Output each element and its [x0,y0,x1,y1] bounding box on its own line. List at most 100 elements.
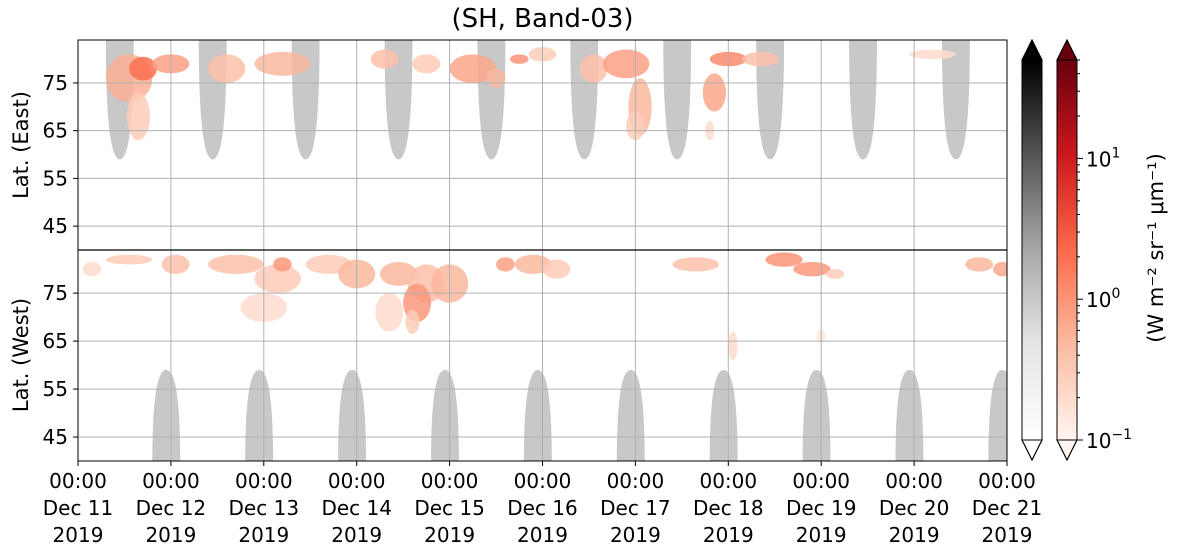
x-tick-label: 2019 [796,523,847,547]
aurora-blob [702,73,726,112]
x-tick-label: 2019 [424,523,475,547]
aurora-blob [129,56,157,81]
x-tick-label: Dec 21 [972,496,1043,520]
daylight-region-west [338,369,366,461]
x-tick-label: 2019 [889,523,940,547]
aurora-blob [208,54,246,83]
aurora-blob [765,252,803,267]
y-axis-label-east: Lat. (East) [9,91,33,199]
aurora-blob [254,51,311,76]
x-tick-label: 00:00 [49,469,107,493]
x-tick-label: 00:00 [699,469,757,493]
x-tick-label: 2019 [610,523,661,547]
x-tick-label: 2019 [982,523,1033,547]
aurora-blob [728,331,738,361]
x-tick-label: 00:00 [328,469,386,493]
y-tick-east: 65 [43,119,68,143]
y-tick-west: 55 [43,377,68,401]
aurora-blob [405,309,420,334]
x-tick-label: Dec 11 [43,496,114,520]
colorbar-reds-extend-top [1056,38,1078,61]
aurora-blob [672,257,720,272]
x-tick-label: Dec 20 [879,496,950,520]
aurora-blob [412,54,441,74]
x-tick-label: Dec 13 [229,496,300,520]
daylight-region-west [245,369,274,461]
colorbar-label: (W m⁻² sr⁻¹ μm⁻¹) [1144,153,1168,343]
colorbar-greys [1022,60,1042,440]
x-tick-label: 00:00 [235,469,293,493]
x-tick-label: 00:00 [607,469,665,493]
aurora-blob [993,261,1007,277]
daylight-region-east [384,40,413,160]
y-tick-east: 75 [43,71,68,95]
x-tick-label: Dec 17 [600,496,671,520]
colorbar-greys-outline [1021,38,1043,462]
x-tick-label: 2019 [238,523,289,547]
aurora-blob [273,257,292,272]
daylight-region-west [895,369,924,461]
aurora-blob [602,49,650,79]
aurora-blob [208,254,264,274]
colorbar-tick-label: 100 [1086,286,1120,312]
y-tick-west: 65 [43,329,68,353]
aurora-blob [965,257,994,272]
x-tick-label: 00:00 [792,469,850,493]
x-tick-label: 2019 [703,523,754,547]
colorbar-greys-extend-bottom [1021,439,1043,462]
x-tick-label: Dec 16 [507,496,578,520]
colorbar-reds-extend-bottom [1056,439,1078,462]
y-tick-east: 55 [43,166,68,190]
colorbar-reds [1057,60,1077,440]
aurora-blob [542,259,571,279]
daylight-region-east [756,40,785,160]
daylight-region-west [988,369,1007,461]
aurora-blob [509,54,529,64]
daylight-region-east [941,40,970,160]
aurora-blob [909,49,956,60]
daylight-region-west [152,369,181,461]
daylight-region-west [523,369,552,461]
x-tick-label: Dec 18 [693,496,764,520]
x-tick-label: Dec 14 [321,496,392,520]
aurora-blob [742,51,780,67]
aurora-blob [161,254,190,274]
aurora-blob [375,293,404,332]
x-tick-label: Dec 12 [136,496,207,520]
y-tick-west: 45 [43,425,68,449]
x-tick-label: 2019 [53,523,104,547]
x-tick-label: 2019 [145,523,196,547]
x-tick-label: 00:00 [885,469,943,493]
aurora-blob [82,261,102,277]
aurora-blob [105,254,153,265]
aurora-blob [126,92,150,141]
colorbar-tick-label: 10−1 [1086,427,1132,453]
daylight-region-west [431,369,459,461]
x-tick-label: Dec 15 [414,496,485,520]
y-axis-label-west: Lat. (West) [9,297,33,413]
y-tick-west: 75 [43,281,68,305]
x-tick-label: 00:00 [142,469,200,493]
colorbar-tick-label: 101 [1086,145,1120,171]
aurora-blob [496,257,515,272]
x-tick-label: 00:00 [421,469,479,493]
aurora-blob [486,68,506,88]
aurora-blob [793,261,831,277]
x-tick-label: 00:00 [978,469,1036,493]
aurora-blob [254,264,301,294]
aurora-blob [825,269,845,279]
x-tick-label: 2019 [517,523,568,547]
x-tick-label: 2019 [331,523,382,547]
daylight-region-west [616,369,645,461]
x-tick-label: Dec 19 [786,496,857,520]
aurora-blob [379,261,418,286]
daylight-region-east [663,40,692,160]
colorbar-greys-extend-top [1021,38,1043,61]
chart-title: (SH, Band-03) [451,4,634,34]
aurora-blob [449,54,497,83]
daylight-region-east [849,40,877,160]
aurora-blob [370,49,399,69]
daylight-region-west [802,369,831,461]
x-tick-label: 00:00 [514,469,572,493]
